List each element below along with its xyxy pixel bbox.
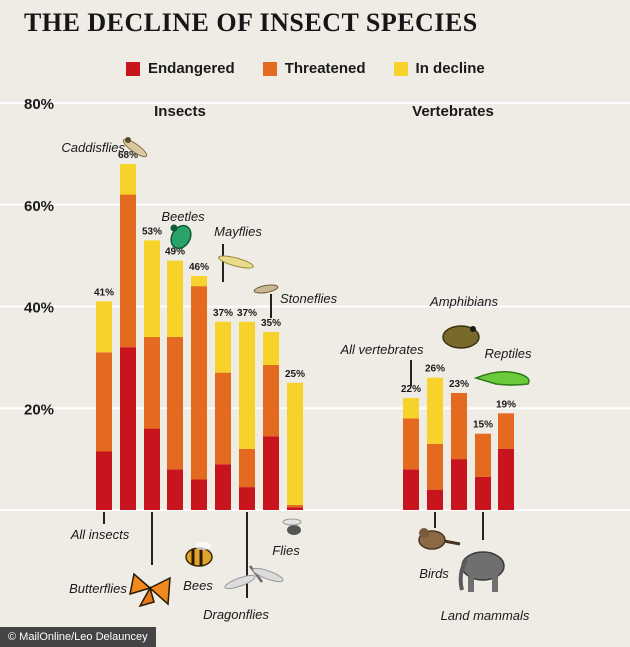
bar-total-label: 22% xyxy=(401,384,421,395)
y-tick-label: 20% xyxy=(24,401,54,418)
bar-total-label: 19% xyxy=(496,399,516,410)
y-tick-label: 60% xyxy=(24,198,54,215)
bar-segment xyxy=(144,428,160,510)
bar-segment xyxy=(96,451,112,510)
bar-total-label: 37% xyxy=(213,308,233,319)
bar-segment xyxy=(120,164,136,195)
legend-swatch-endangered xyxy=(126,61,140,76)
bar-segment xyxy=(120,194,136,348)
category-label: Amphibians xyxy=(429,294,498,309)
elephant-icon xyxy=(458,551,505,592)
bar-segment xyxy=(96,301,112,353)
page-title: THE DECLINE OF INSECT SPECIES xyxy=(24,8,478,37)
bar-segment xyxy=(144,240,160,338)
group-label-vertebrates: Vertebrates xyxy=(412,103,494,120)
category-label: Flies xyxy=(272,543,300,558)
category-label: Beetles xyxy=(161,209,205,224)
bar-segment xyxy=(427,489,443,510)
bar-segment xyxy=(263,436,279,510)
bar-total-label: 26% xyxy=(425,364,445,375)
fly-icon xyxy=(282,518,302,535)
bar-segment xyxy=(191,275,207,287)
bar-segment xyxy=(427,443,443,490)
bar-total-label: 23% xyxy=(449,379,469,390)
bar-total-label: 35% xyxy=(261,318,281,329)
frog-icon xyxy=(442,325,480,349)
chart-legend: Endangered Threatened In decline xyxy=(126,60,485,77)
bar-segment xyxy=(498,413,514,449)
bar-segment xyxy=(191,286,207,480)
bar-segment xyxy=(215,464,231,510)
bar-total-label: 15% xyxy=(473,420,493,431)
bar-segment xyxy=(239,321,255,449)
bar-segment xyxy=(215,321,231,373)
dragonfly-icon xyxy=(224,565,284,590)
mayfly-icon xyxy=(218,255,254,269)
category-label: Stoneflies xyxy=(280,291,338,306)
bar-segment xyxy=(403,469,419,510)
bar-total-label: 49% xyxy=(165,247,185,258)
bar-segment xyxy=(498,448,514,510)
bar-segment xyxy=(167,260,183,338)
bar-segment xyxy=(451,459,467,510)
legend-label-threatened: Threatened xyxy=(284,60,366,77)
bar-segment xyxy=(167,469,183,510)
category-label: Reptiles xyxy=(485,346,532,361)
bar-segment xyxy=(96,352,112,452)
bee-icon xyxy=(185,542,213,567)
butterfly-icon xyxy=(129,572,171,608)
category-label: All insects xyxy=(70,527,130,542)
bar-total-label: 46% xyxy=(189,262,209,273)
bar-segment xyxy=(239,448,255,488)
caddisfly-icon xyxy=(122,137,148,158)
lizard-icon xyxy=(473,371,530,386)
bar-total-label: 25% xyxy=(285,369,305,380)
bar-segment xyxy=(475,476,491,510)
stonefly-icon xyxy=(253,284,279,294)
group-label-insects: Insects xyxy=(154,103,206,120)
legend-in-decline: In decline xyxy=(393,60,485,77)
bar-segment xyxy=(215,372,231,465)
legend-label-in-decline: In decline xyxy=(415,60,485,77)
bar-segment xyxy=(144,337,160,429)
bar-total-label: 68% xyxy=(118,150,138,161)
category-label: Caddisflies xyxy=(61,140,125,155)
category-label: Land mammals xyxy=(441,608,530,623)
bar-segment xyxy=(475,433,491,477)
category-label: Mayflies xyxy=(214,224,262,239)
legend-swatch-in-decline xyxy=(393,61,408,76)
category-label: Dragonflies xyxy=(203,607,269,622)
bird-icon xyxy=(418,528,461,550)
bar-segment xyxy=(287,382,303,505)
bar-segment xyxy=(287,507,303,510)
bar-segment xyxy=(403,398,419,419)
bar-segment xyxy=(263,365,279,437)
bar-segment xyxy=(403,418,419,470)
bar-segment xyxy=(287,504,303,508)
bar-total-label: 53% xyxy=(142,226,162,237)
bar-segment xyxy=(167,337,183,470)
y-tick-label: 80% xyxy=(24,96,54,113)
bar-segment xyxy=(239,487,255,510)
legend-endangered: Endangered xyxy=(126,60,235,77)
bar-total-label: 41% xyxy=(94,287,114,298)
category-label: Bees xyxy=(183,578,213,593)
bar-segment xyxy=(451,392,467,460)
bar-segment xyxy=(427,377,443,444)
category-label: Birds xyxy=(419,566,449,581)
image-credit: © MailOnline/Leo Delauncey xyxy=(0,627,156,647)
legend-label-endangered: Endangered xyxy=(148,60,235,77)
beetle-icon xyxy=(170,224,192,250)
bar-segment xyxy=(263,331,279,366)
bar-segment xyxy=(191,479,207,510)
legend-swatch-threatened xyxy=(262,61,277,76)
y-tick-label: 40% xyxy=(24,300,54,317)
bar-total-label: 37% xyxy=(237,308,257,319)
bar-segment xyxy=(120,347,136,510)
category-label: All vertebrates xyxy=(339,342,424,357)
category-label: Butterflies xyxy=(69,581,127,596)
legend-threatened: Threatened xyxy=(262,60,366,77)
